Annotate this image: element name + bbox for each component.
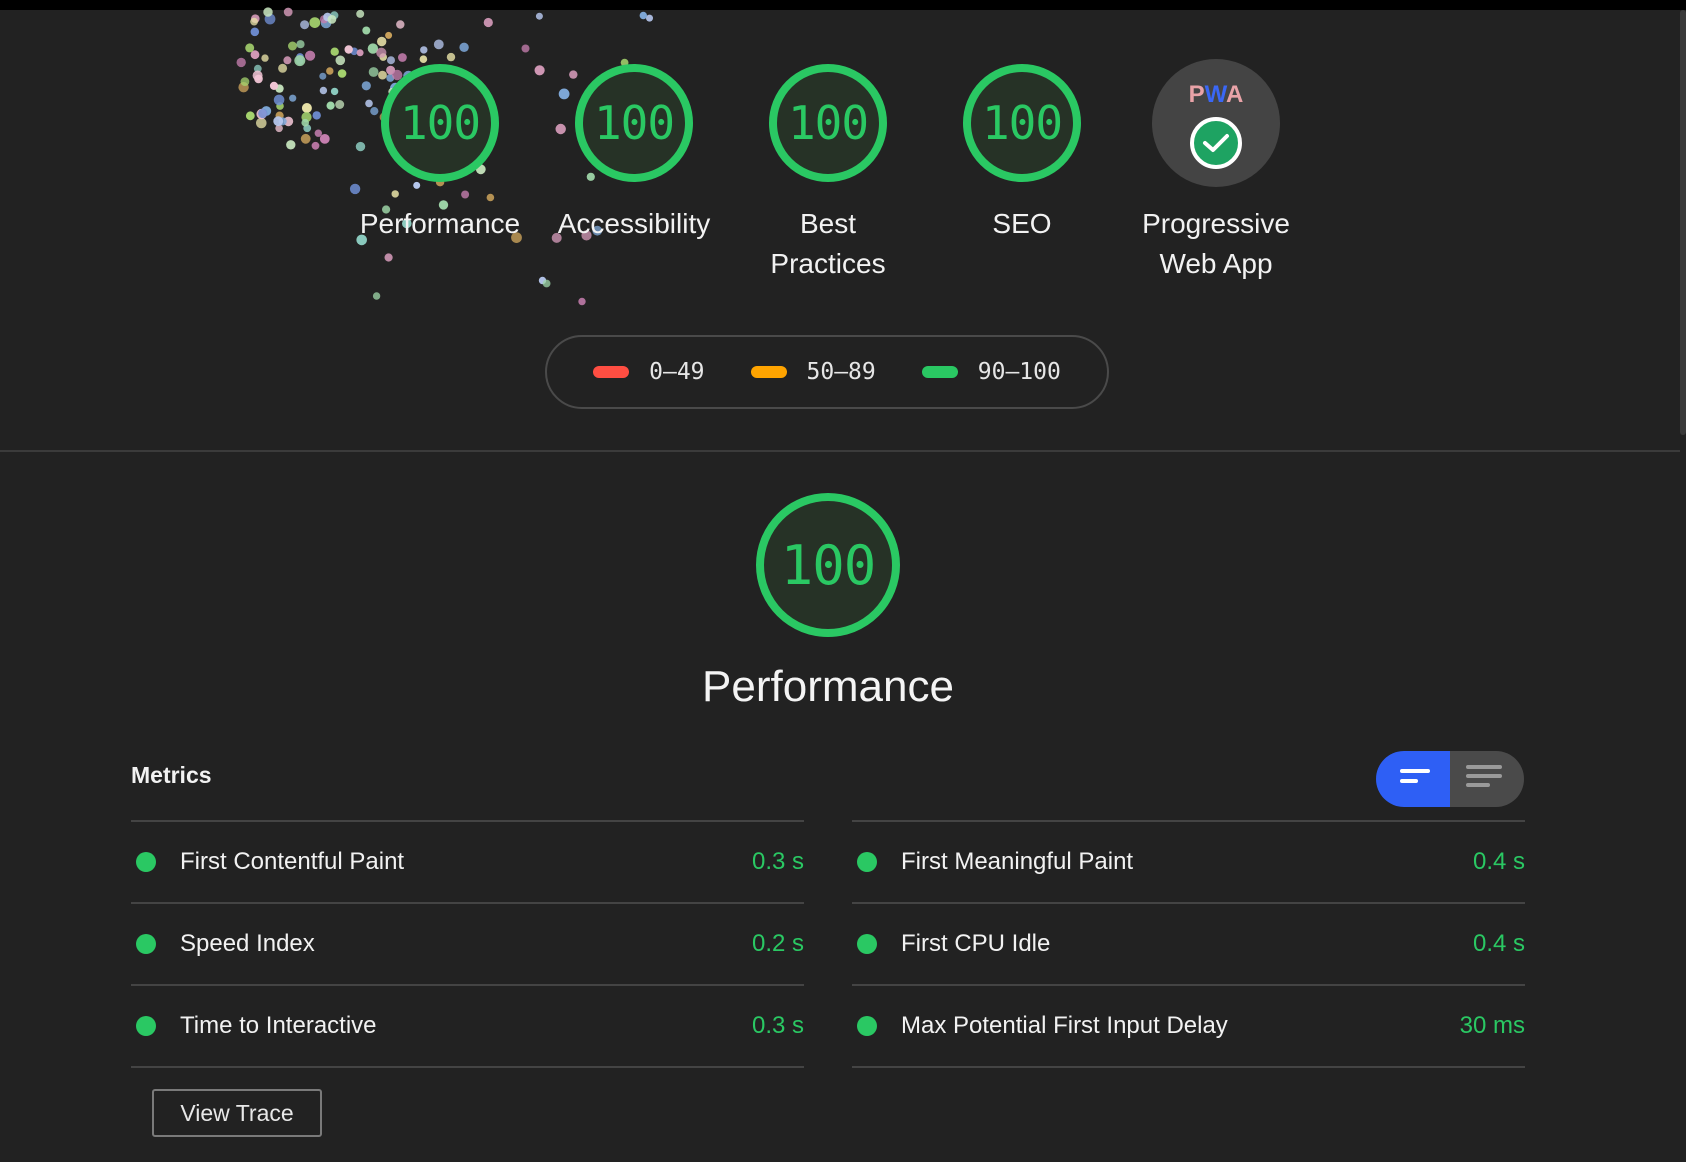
confetti-dot xyxy=(320,17,332,29)
legend-swatch-pass xyxy=(921,366,958,378)
confetti-dot xyxy=(330,11,339,20)
gauge-accessibility[interactable]: 100 Accessibility xyxy=(544,64,724,244)
confetti-dot xyxy=(387,56,395,65)
gauge-label: SEO xyxy=(992,208,1052,239)
gauge-ring: 100 xyxy=(381,64,499,182)
pass-dot-icon xyxy=(857,1016,877,1036)
view-trace-button[interactable]: View Trace xyxy=(152,1089,322,1137)
confetti-dot xyxy=(446,52,456,62)
confetti-dot xyxy=(296,53,304,61)
confetti-dot xyxy=(250,17,258,26)
confetti-dot xyxy=(350,47,359,56)
confetti-dot xyxy=(305,50,316,61)
performance-score: 100 xyxy=(780,533,877,597)
category-gauges: 100 Performance 100 Accessibility 100 Be… xyxy=(0,59,1686,304)
gauge-score: 100 xyxy=(593,96,675,150)
gauge-seo[interactable]: 100 SEO xyxy=(932,64,1112,244)
check-circle-icon xyxy=(1190,117,1242,169)
confetti-dot xyxy=(356,9,365,18)
confetti-dot xyxy=(367,43,379,54)
confetti-dot xyxy=(521,44,530,53)
confetti-dot xyxy=(296,40,305,49)
performance-gauge: 100 xyxy=(756,493,900,637)
gauge-label: Best Practices xyxy=(770,208,886,279)
confetti-dot xyxy=(396,20,405,29)
score-scale-legend: 0–49 50–89 90–100 xyxy=(545,335,1109,409)
confetti-dot xyxy=(356,49,364,57)
confetti-dot xyxy=(535,12,543,20)
pwa-logo-text: PWA xyxy=(1188,81,1244,108)
confetti-dot xyxy=(264,13,276,25)
gauge-ring: 100 xyxy=(963,64,1081,182)
compact-view-button[interactable] xyxy=(1376,751,1450,807)
confetti-dot xyxy=(245,43,255,53)
gauge-score: 100 xyxy=(981,96,1063,150)
confetti-dot xyxy=(379,53,388,61)
gauge-label: Progressive Web App xyxy=(1142,208,1290,279)
metric-first-meaningful-paint: First Meaningful Paint 0.4 s xyxy=(852,820,1525,902)
gauge-best-practices[interactable]: 100 Best Practices xyxy=(738,64,918,284)
section-title: Performance xyxy=(702,662,954,711)
pass-dot-icon xyxy=(857,934,877,954)
pass-dot-icon xyxy=(857,852,877,872)
confetti-dot xyxy=(459,42,469,52)
confetti-dot xyxy=(433,39,444,50)
confetti-dot xyxy=(646,14,653,22)
confetti-dot xyxy=(377,36,387,47)
gauge-ring: 100 xyxy=(575,64,693,182)
confetti-dot xyxy=(362,26,371,35)
metrics-title: Metrics xyxy=(131,762,212,788)
section-divider xyxy=(0,450,1680,452)
confetti-dot xyxy=(639,11,647,20)
confetti-dot xyxy=(323,12,332,22)
confetti-dot xyxy=(251,14,260,23)
compact-view-icon xyxy=(1400,769,1430,789)
metrics-column-right: First Meaningful Paint 0.4 s First CPU I… xyxy=(852,820,1525,1068)
legend-fail: 0–49 xyxy=(593,359,705,385)
confetti-dot xyxy=(327,15,337,24)
confetti-dot xyxy=(420,46,428,54)
confetti-dot xyxy=(250,50,260,60)
expanded-view-button[interactable] xyxy=(1450,751,1524,807)
top-bar xyxy=(0,0,1686,10)
legend-pass: 90–100 xyxy=(921,359,1061,385)
gauge-score: 100 xyxy=(399,96,481,150)
gauge-label: Performance xyxy=(359,208,521,239)
gauge-score: 100 xyxy=(787,96,869,150)
gauge-performance[interactable]: 100 Performance xyxy=(350,64,530,244)
metrics-view-toggle[interactable] xyxy=(1376,751,1524,807)
scrollbar[interactable] xyxy=(1680,10,1686,435)
metric-first-contentful-paint: First Contentful Paint 0.3 s xyxy=(131,820,804,902)
metric-max-potential-fid: Max Potential First Input Delay 30 ms xyxy=(852,984,1525,1068)
confetti-dot xyxy=(330,47,339,56)
pass-dot-icon xyxy=(136,934,156,954)
gauge-ring: 100 xyxy=(769,64,887,182)
legend-swatch-average xyxy=(750,366,787,378)
metrics-column-left: First Contentful Paint 0.3 s Speed Index… xyxy=(131,820,804,1068)
confetti-dot xyxy=(398,53,407,62)
confetti-dot xyxy=(309,17,321,28)
confetti-dot xyxy=(300,20,310,30)
gauge-ring: 100 xyxy=(756,493,900,637)
confetti-dot xyxy=(419,55,428,63)
confetti-dot xyxy=(261,54,269,62)
pwa-badge: PWA xyxy=(1152,59,1280,187)
gauge-label: Accessibility xyxy=(557,208,711,239)
metric-speed-index: Speed Index 0.2 s xyxy=(131,902,804,984)
legend-swatch-fail xyxy=(593,366,630,378)
confetti-dot xyxy=(483,17,493,28)
metric-time-to-interactive: Time to Interactive 0.3 s xyxy=(131,984,804,1068)
confetti-dot xyxy=(319,15,329,24)
expanded-view-icon xyxy=(1466,765,1502,792)
confetti-dot xyxy=(376,47,387,58)
legend-average: 50–89 xyxy=(750,359,876,385)
pass-dot-icon xyxy=(136,852,156,872)
pass-dot-icon xyxy=(136,1016,156,1036)
confetti-dot xyxy=(288,41,297,51)
confetti-dot xyxy=(344,45,353,54)
confetti-dot xyxy=(385,31,393,39)
confetti-dot xyxy=(250,27,260,37)
gauge-pwa[interactable]: PWA Progressive Web App xyxy=(1126,59,1306,284)
metric-first-cpu-idle: First CPU Idle 0.4 s xyxy=(852,902,1525,984)
